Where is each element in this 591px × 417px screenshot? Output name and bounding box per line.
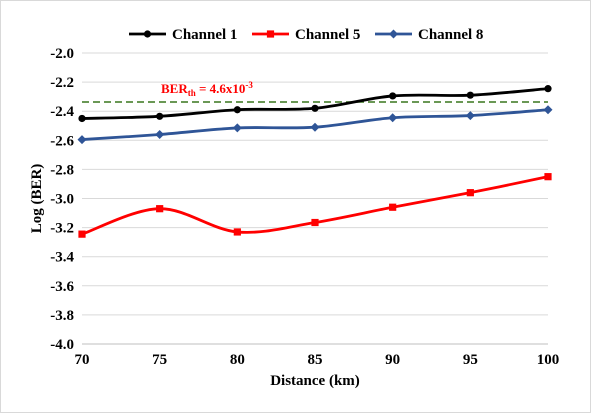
y-tick-label: -2.4 [50, 104, 74, 120]
y-tick-label: -2.8 [50, 162, 74, 178]
series-channel-5 [78, 173, 552, 238]
legend-label-channel-8: Channel 8 [418, 27, 483, 43]
threshold-group: BERth = 4.6x10-3 [82, 80, 548, 103]
legend: Channel 1 Channel 5 Channel 8 [129, 27, 483, 43]
data-point-channel-5 [78, 230, 86, 238]
series-channel-8 [77, 105, 553, 145]
y-axis-title: Log (BER) [29, 164, 45, 234]
y-tick-label: -2.0 [50, 46, 74, 62]
x-tick-label: 80 [230, 352, 245, 368]
series-group [77, 85, 553, 238]
legend-label-channel-5: Channel 5 [295, 27, 360, 43]
data-point-channel-1 [78, 114, 86, 123]
data-point-channel-1 [466, 91, 474, 99]
threshold-label-main: BER [161, 81, 188, 96]
y-tick-label: -3.6 [50, 279, 74, 295]
legend-label-channel-1: Channel 1 [172, 27, 237, 43]
y-tick-label: -3.2 [50, 221, 74, 237]
data-point-channel-1 [544, 85, 552, 93]
x-tick-label: 95 [463, 352, 478, 368]
x-tick-labels: 70 75 80 85 90 95 100 [75, 352, 560, 368]
series-channel-1 [78, 85, 552, 123]
data-point-channel-1 [233, 106, 241, 114]
x-tick-label: 70 [75, 352, 90, 368]
x-tick-label: 100 [537, 352, 560, 368]
legend-marker-channel-1 [143, 30, 152, 38]
data-point-channel-8 [310, 122, 320, 132]
data-point-channel-8 [155, 129, 165, 139]
y-tick-label: -4.0 [50, 337, 74, 353]
grid-lines [82, 52, 548, 345]
threshold-label-sup: -3 [245, 80, 253, 90]
y-tick-label: -3.8 [50, 308, 74, 324]
threshold-label: BERth = 4.6x10-3 [161, 80, 253, 98]
x-tick-label: 90 [385, 352, 400, 368]
x-tick-label: 85 [308, 352, 323, 368]
y-tick-label: -3.0 [50, 192, 74, 208]
legend-marker-channel-8 [389, 29, 398, 39]
legend-entry-channel-1: Channel 1 [129, 27, 237, 43]
y-tick-label: -2.2 [50, 75, 74, 91]
legend-entry-channel-5: Channel 5 [252, 27, 360, 43]
threshold-label-eq: = 4.6x10 [196, 81, 246, 96]
y-tick-label: -3.4 [50, 250, 74, 266]
data-point-channel-1 [311, 104, 319, 112]
data-point-channel-5 [389, 203, 397, 211]
legend-marker-channel-5 [266, 30, 275, 38]
data-point-channel-5 [233, 228, 241, 236]
x-axis-title: Distance (km) [270, 373, 360, 389]
legend-entry-channel-8: Channel 8 [375, 27, 483, 43]
y-tick-labels: -2.0 -2.2 -2.4 -2.6 -2.8 -3.0 -3.2 -3.4 -3.6 -3.8… [50, 46, 74, 353]
data-point-channel-5 [544, 173, 552, 181]
data-point-channel-8 [77, 135, 87, 145]
data-point-channel-5 [311, 218, 319, 227]
y-tick-label: -2.6 [50, 133, 74, 149]
data-point-channel-5 [466, 189, 474, 197]
data-point-channel-8 [388, 113, 398, 123]
threshold-label-sub: th [188, 88, 196, 98]
data-point-channel-5 [156, 205, 164, 213]
data-point-channel-1 [156, 112, 164, 120]
data-point-channel-1 [389, 92, 397, 100]
data-point-channel-8 [465, 111, 475, 121]
x-tick-label: 75 [152, 352, 167, 368]
data-point-channel-8 [232, 123, 242, 133]
data-point-channel-8 [543, 105, 553, 115]
